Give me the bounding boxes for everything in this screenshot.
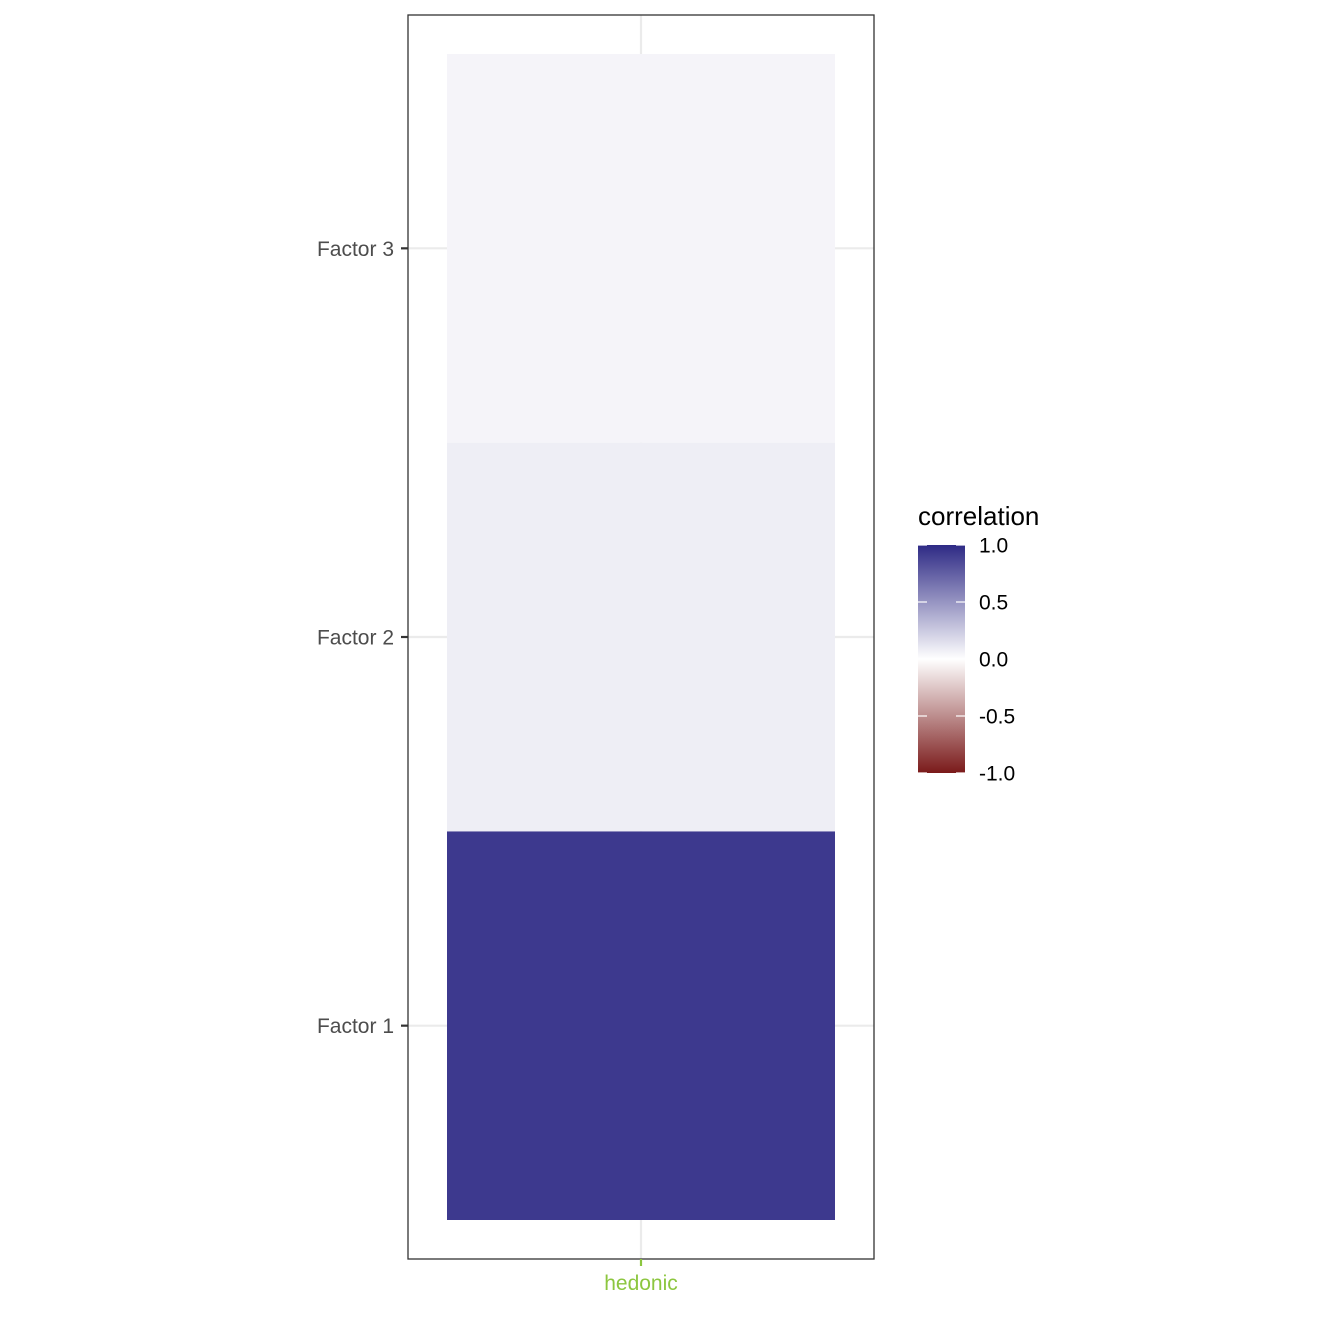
legend-ticks: 1.0 0.5 0.0 -0.5 -1.0	[918, 535, 1015, 786]
y-tick-label-factor-1: Factor 1	[317, 1015, 394, 1038]
heatmap-cell-hedonic-factor-1	[447, 831, 835, 1220]
y-tick-label-factor-3: Factor 3	[317, 238, 394, 261]
legend-label: -0.5	[979, 706, 1015, 729]
heatmap-cells	[447, 54, 835, 1220]
legend-label: 0.5	[979, 592, 1008, 615]
color-legend: correlation 1.0 0.5 0.0 -0.5 -1.0	[918, 501, 1039, 786]
heatmap-cell-hedonic-factor-3	[447, 54, 835, 443]
legend-title: correlation	[918, 501, 1039, 531]
y-tick-label-factor-2: Factor 2	[317, 627, 394, 650]
heatmap-cell-hedonic-factor-2	[447, 442, 835, 832]
y-axis: Factor 1 Factor 2 Factor 3	[317, 238, 408, 1038]
x-axis: hedonic	[604, 1259, 678, 1295]
legend-label: -1.0	[979, 763, 1015, 786]
legend-label: 0.0	[979, 649, 1008, 672]
x-tick-label-hedonic: hedonic	[604, 1272, 678, 1295]
legend-label: 1.0	[979, 535, 1008, 558]
